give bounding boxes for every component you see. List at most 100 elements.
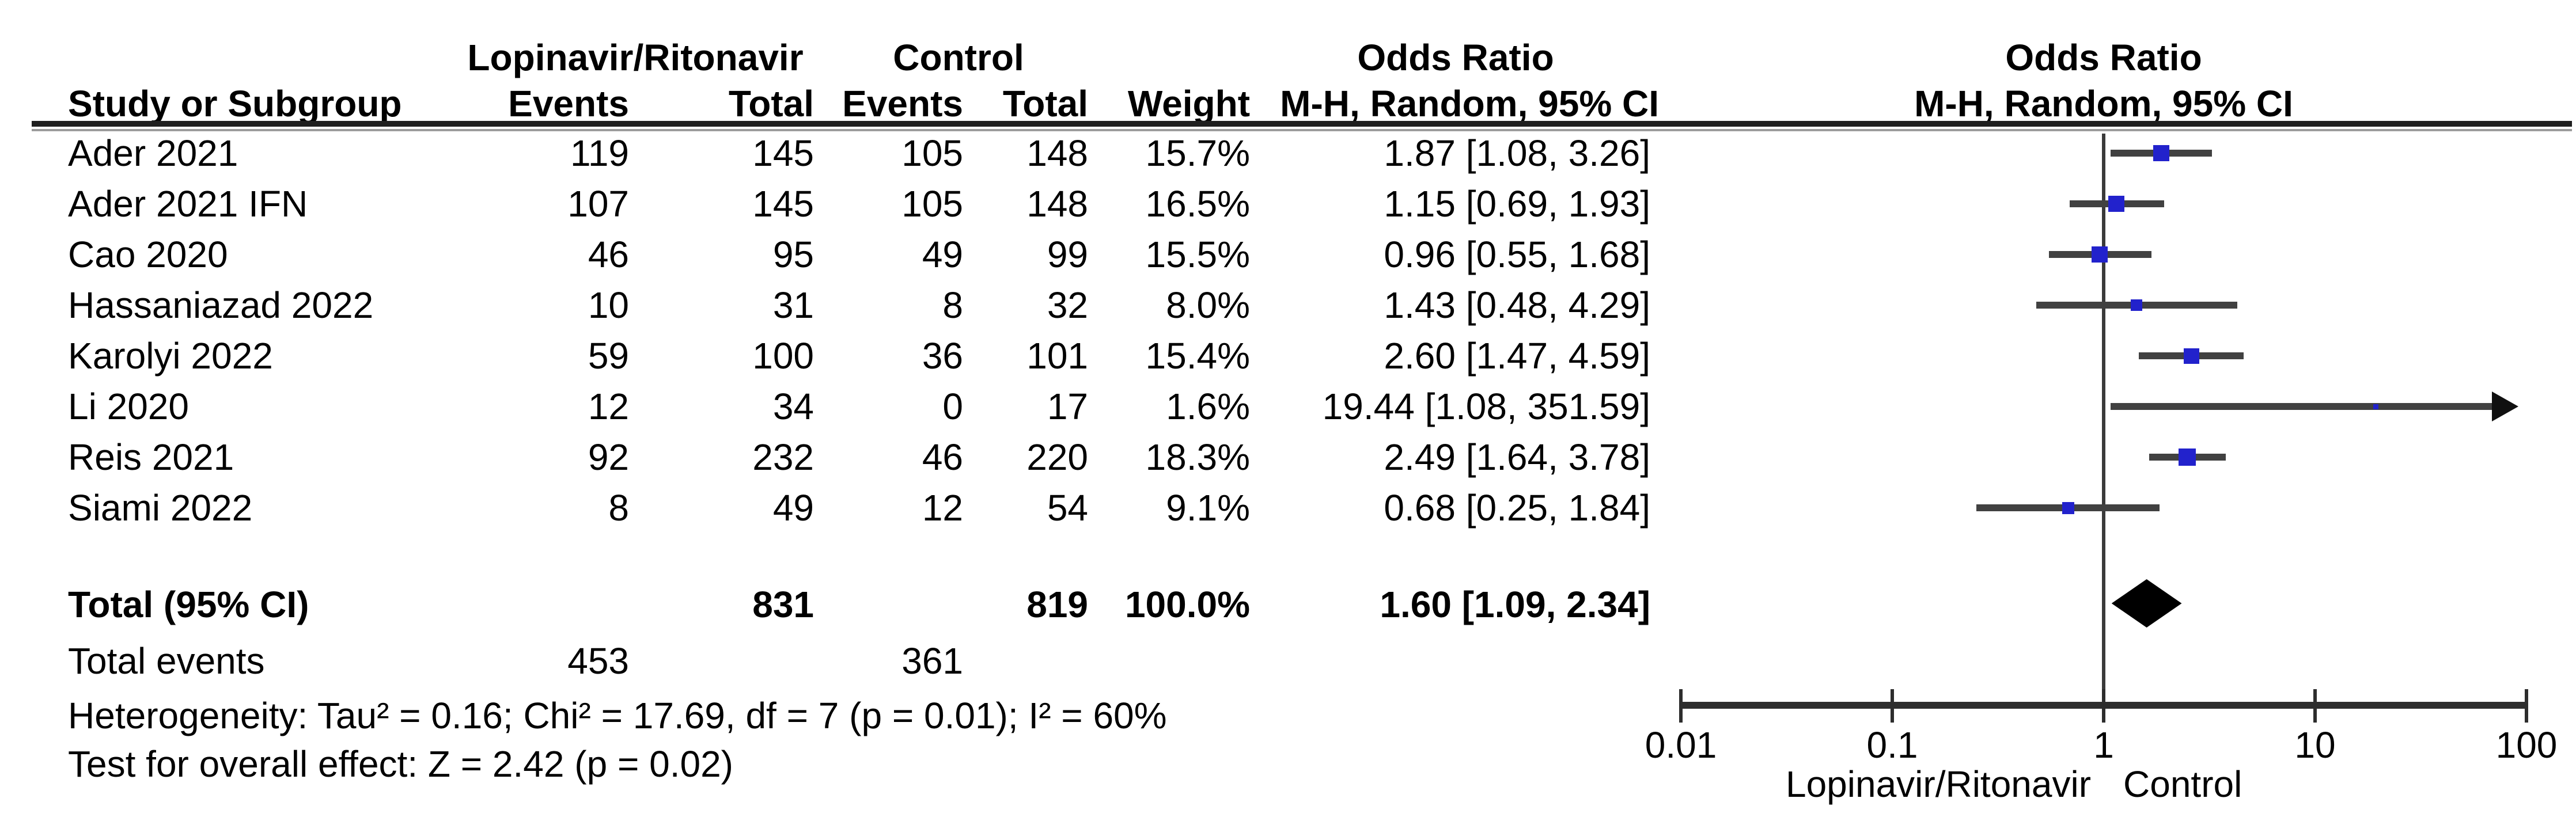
or-point-square bbox=[2153, 145, 2169, 161]
total-events-label: Total events bbox=[68, 640, 265, 682]
x-axis-tick bbox=[2313, 689, 2317, 723]
summary-diamond bbox=[2111, 579, 2182, 628]
control-total: 54 bbox=[1047, 487, 1088, 529]
col-header-total1: Total bbox=[728, 83, 814, 124]
x-axis-tick-label: 100 bbox=[2495, 724, 2558, 766]
control-total: 17 bbox=[1047, 386, 1088, 427]
control-events: 46 bbox=[922, 436, 963, 478]
null-effect-line bbox=[2102, 134, 2105, 705]
study-name: Karolyi 2022 bbox=[68, 335, 273, 377]
treatment-total: 31 bbox=[772, 284, 814, 326]
weight-value: 18.3% bbox=[1145, 436, 1250, 478]
treatment-total: 49 bbox=[772, 487, 814, 529]
treatment-total: 34 bbox=[772, 386, 814, 427]
total-row-total1: 831 bbox=[752, 584, 814, 625]
or-point-square bbox=[2179, 448, 2196, 466]
study-name: Ader 2021 bbox=[68, 132, 238, 174]
col-header-weight: Weight bbox=[1127, 83, 1250, 124]
or-point-square bbox=[2092, 246, 2108, 263]
x-axis-tick-label: 10 bbox=[2294, 724, 2336, 766]
total-row-or-text: 1.60 [1.09, 2.34] bbox=[1380, 584, 1650, 625]
or-ci-text: 19.44 [1.08, 351.59] bbox=[1322, 386, 1650, 427]
study-name: Li 2020 bbox=[68, 386, 189, 427]
col-header-total2: Total bbox=[1002, 83, 1088, 124]
plot-subtitle: M-H, Random, 95% CI bbox=[1914, 83, 2293, 124]
treatment-total: 232 bbox=[752, 436, 814, 478]
overall-effect-test: Test for overall effect: Z = 2.42 (p = 0… bbox=[68, 743, 733, 785]
control-events: 105 bbox=[901, 132, 963, 174]
or-ci-text: 1.87 [1.08, 3.26] bbox=[1384, 132, 1650, 174]
weight-value: 15.4% bbox=[1145, 335, 1250, 377]
control-total: 220 bbox=[1026, 436, 1088, 478]
study-name: Reis 2021 bbox=[68, 436, 234, 478]
treatment-events: 119 bbox=[570, 132, 629, 174]
control-events: 49 bbox=[922, 234, 963, 275]
x-axis-tick-label: 1 bbox=[2093, 724, 2114, 766]
x-axis-tick-label: 0.01 bbox=[1645, 724, 1717, 766]
treatment-events: 107 bbox=[567, 183, 629, 225]
treatment-events: 12 bbox=[588, 386, 629, 427]
col-header-study: Study or Subgroup bbox=[68, 83, 402, 124]
weight-value: 9.1% bbox=[1166, 487, 1250, 529]
or-ci-text: 0.68 [0.25, 1.84] bbox=[1384, 487, 1650, 529]
or-ci-text: 1.43 [0.48, 4.29] bbox=[1384, 284, 1650, 326]
header-rule-dark bbox=[32, 121, 2572, 127]
x-axis-tick bbox=[1679, 689, 1683, 723]
control-events: 105 bbox=[901, 183, 963, 225]
x-axis-tick bbox=[2525, 689, 2528, 723]
control-total: 148 bbox=[1026, 132, 1088, 174]
or-ci-text: 0.96 [0.55, 1.68] bbox=[1384, 234, 1650, 275]
treatment-events: 59 bbox=[588, 335, 629, 377]
total-events-control: 361 bbox=[901, 640, 963, 682]
treatment-total: 95 bbox=[772, 234, 814, 275]
or-point-square bbox=[2183, 348, 2199, 364]
plot-title: Odds Ratio bbox=[2005, 37, 2202, 78]
treatment-total: 145 bbox=[752, 132, 814, 174]
control-total: 32 bbox=[1047, 284, 1088, 326]
control-total: 148 bbox=[1026, 183, 1088, 225]
heterogeneity-stats: Heterogeneity: Tau² = 0.16; Chi² = 17.69… bbox=[68, 695, 1167, 736]
total-row-label: Total (95% CI) bbox=[68, 584, 309, 625]
total-events-treatment: 453 bbox=[567, 640, 629, 682]
weight-value: 1.6% bbox=[1166, 386, 1250, 427]
weight-value: 15.5% bbox=[1145, 234, 1250, 275]
x-axis-tick-label: 0.1 bbox=[1866, 724, 1918, 766]
control-total: 101 bbox=[1026, 335, 1088, 377]
study-name: Ader 2021 IFN bbox=[68, 183, 308, 225]
ci-line bbox=[2111, 403, 2492, 410]
col-header-events2: Events bbox=[842, 83, 963, 124]
study-name: Hassaniazad 2022 bbox=[68, 284, 374, 326]
or-text-column-subtitle: M-H, Random, 95% CI bbox=[1280, 83, 1659, 124]
or-point-square bbox=[2373, 404, 2379, 409]
or-ci-text: 2.60 [1.47, 4.59] bbox=[1384, 335, 1650, 377]
total-row-total2: 819 bbox=[1026, 584, 1088, 625]
favours-treatment-label: Lopinavir/Ritonavir bbox=[1785, 763, 2091, 805]
group-header-treatment: Lopinavir/Ritonavir bbox=[467, 37, 804, 78]
or-point-square bbox=[2062, 501, 2075, 514]
control-total: 99 bbox=[1047, 234, 1088, 275]
study-name: Siami 2022 bbox=[68, 487, 253, 529]
treatment-events: 10 bbox=[588, 284, 629, 326]
or-point-square bbox=[2108, 196, 2125, 212]
control-events: 8 bbox=[942, 284, 963, 326]
treatment-events: 46 bbox=[588, 234, 629, 275]
study-name: Cao 2020 bbox=[68, 234, 228, 275]
control-events: 0 bbox=[942, 386, 963, 427]
favours-control-label: Control bbox=[2123, 763, 2242, 805]
header-rule-shadow bbox=[32, 129, 2572, 131]
total-row-weight: 100.0% bbox=[1124, 584, 1250, 625]
ci-arrow-right-icon bbox=[2492, 392, 2518, 421]
or-ci-text: 2.49 [1.64, 3.78] bbox=[1384, 436, 1650, 478]
weight-value: 16.5% bbox=[1145, 183, 1250, 225]
treatment-total: 145 bbox=[752, 183, 814, 225]
x-axis-tick bbox=[1891, 689, 1894, 723]
control-events: 36 bbox=[922, 335, 963, 377]
treatment-events: 8 bbox=[608, 487, 629, 529]
control-events: 12 bbox=[922, 487, 963, 529]
or-text-column-title: Odds Ratio bbox=[1357, 37, 1554, 78]
weight-value: 8.0% bbox=[1166, 284, 1250, 326]
x-axis-tick bbox=[2102, 689, 2105, 723]
group-header-control: Control bbox=[893, 37, 1024, 78]
weight-value: 15.7% bbox=[1145, 132, 1250, 174]
